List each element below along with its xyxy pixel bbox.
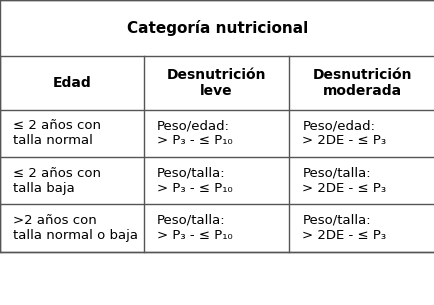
Text: >2 años con
talla normal o baja: >2 años con talla normal o baja bbox=[13, 214, 138, 242]
Text: Peso/talla:
> P₃ - ≤ P₁₀: Peso/talla: > P₃ - ≤ P₁₀ bbox=[156, 214, 232, 242]
Text: Peso/talla:
> 2DE - ≤ P₃: Peso/talla: > 2DE - ≤ P₃ bbox=[302, 214, 385, 242]
Text: Edad: Edad bbox=[52, 76, 91, 90]
Text: Peso/edad:
> 2DE - ≤ P₃: Peso/edad: > 2DE - ≤ P₃ bbox=[302, 120, 385, 147]
Text: ≤ 2 años con
talla normal: ≤ 2 años con talla normal bbox=[13, 120, 101, 147]
Text: ≤ 2 años con
talla baja: ≤ 2 años con talla baja bbox=[13, 167, 101, 195]
Text: Categoría nutricional: Categoría nutricional bbox=[127, 20, 307, 36]
Text: Peso/talla:
> 2DE - ≤ P₃: Peso/talla: > 2DE - ≤ P₃ bbox=[302, 167, 385, 195]
Text: Desnutrición
leve: Desnutrición leve bbox=[166, 68, 266, 98]
Text: Peso/edad:
> P₃ - ≤ P₁₀: Peso/edad: > P₃ - ≤ P₁₀ bbox=[156, 120, 232, 147]
Text: Peso/talla:
> P₃ - ≤ P₁₀: Peso/talla: > P₃ - ≤ P₁₀ bbox=[156, 167, 232, 195]
Text: Desnutrición
moderada: Desnutrición moderada bbox=[312, 68, 411, 98]
